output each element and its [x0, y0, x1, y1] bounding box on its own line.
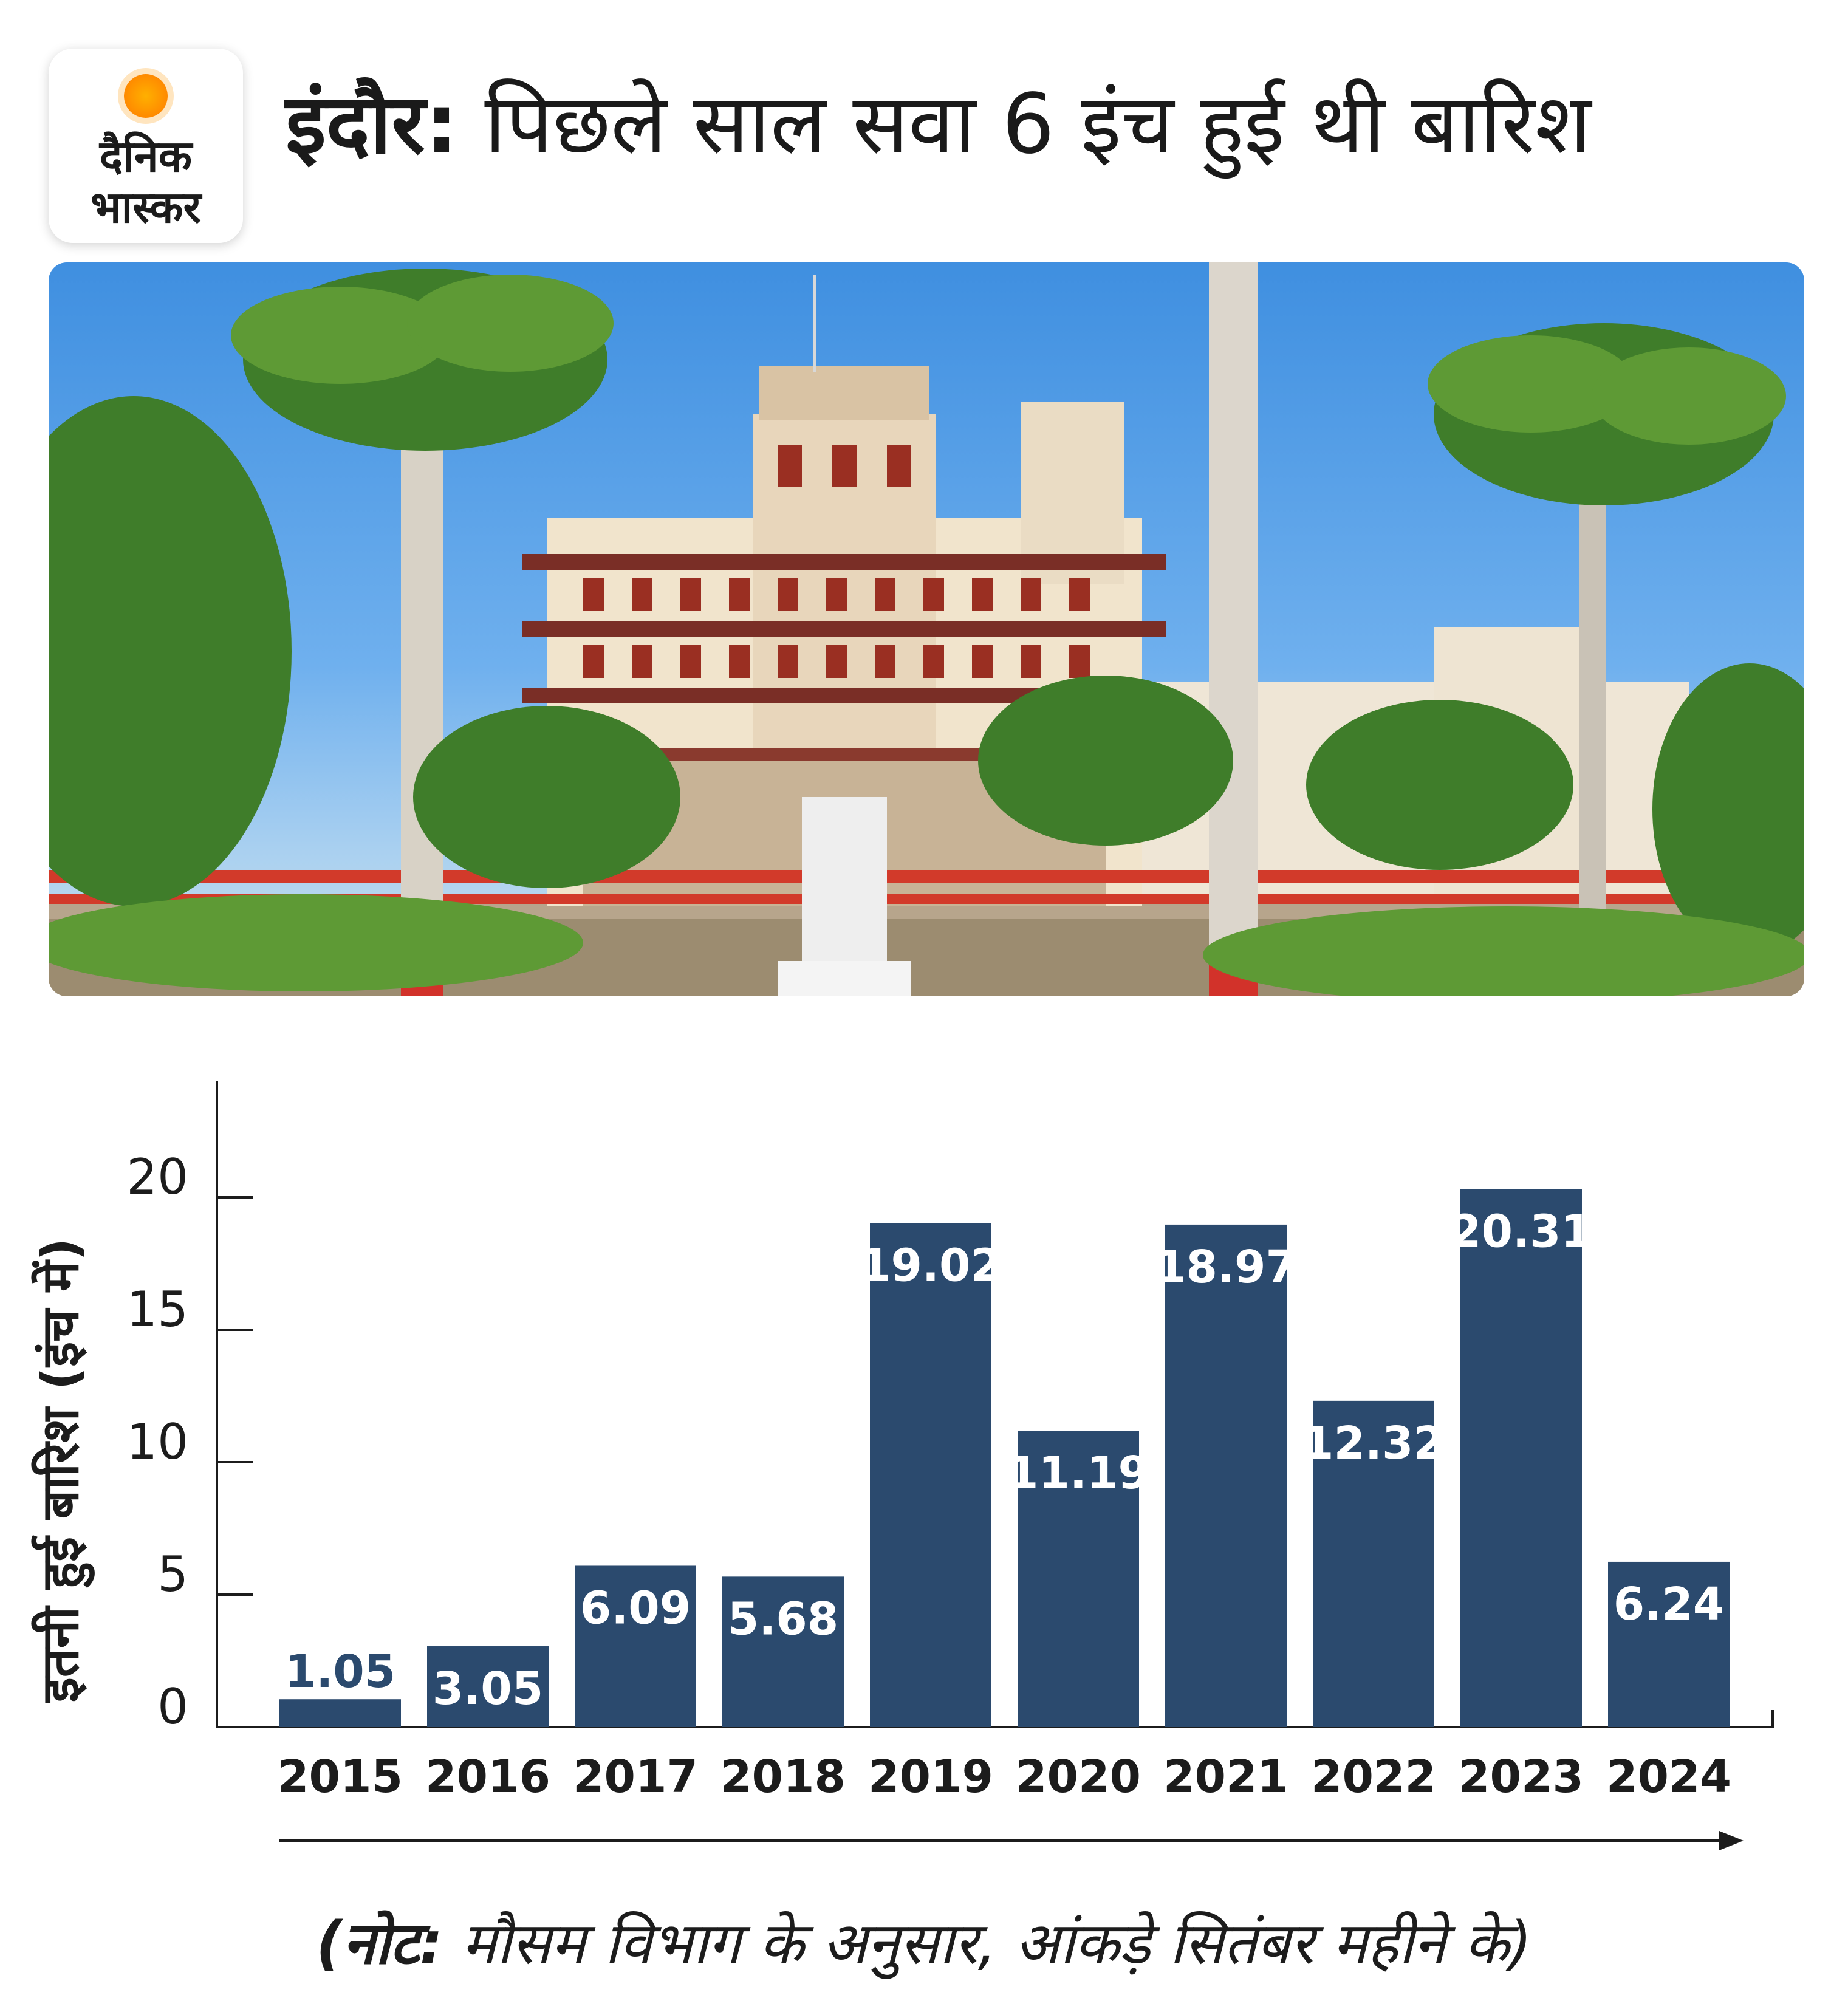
bar-value-label: 18.97	[1155, 1241, 1297, 1293]
bar-value-label: 3.05	[433, 1663, 544, 1715]
x-tick-label: 2019	[868, 1751, 993, 1803]
title-city: इंदौर:	[286, 77, 459, 173]
y-tick-label: 5	[157, 1546, 188, 1603]
bar-value-label: 11.19	[1007, 1447, 1149, 1499]
bar-2018	[722, 1576, 844, 1727]
y-tick-label: 20	[126, 1149, 188, 1205]
x-tick-label: 2023	[1459, 1751, 1584, 1803]
bar-value-label: 20.31	[1450, 1205, 1592, 1257]
bar-2022	[1313, 1400, 1434, 1727]
title-subtitle: पिछले साल सवा 6 इंच हुई थी बारिश	[484, 77, 1592, 173]
rainfall-bar-chart: 0 5 10 15 20 1.05 3.05 6.09 5.68 19.02 11.19 18.97…	[30, 1081, 1774, 1850]
bar-2016	[427, 1646, 549, 1727]
bar-value-label: 19.02	[860, 1240, 1002, 1292]
y-axis-title: इतनी हुई बारिश (इंच में)	[30, 1238, 95, 1704]
bar-2017	[575, 1565, 696, 1727]
x-tick-label: 2018	[720, 1751, 846, 1803]
timeline-arrow	[279, 1831, 1744, 1850]
x-tick-label: 2024	[1606, 1751, 1731, 1803]
x-tick-label: 2015	[278, 1751, 403, 1803]
y-tick-label: 15	[126, 1281, 188, 1338]
bar-2019	[870, 1223, 991, 1727]
bar-2020	[1018, 1431, 1139, 1727]
bar-value-label: 1.05	[285, 1646, 396, 1698]
x-tick-label: 2020	[1016, 1751, 1141, 1803]
bar-2024	[1608, 1561, 1730, 1727]
brand-name-line1: दैनिक	[99, 131, 193, 182]
bar-value-label: 6.24	[1614, 1578, 1725, 1630]
sun-icon	[124, 74, 168, 118]
y-tick-label: 0	[157, 1678, 188, 1735]
x-tick-label: 2017	[573, 1751, 698, 1803]
footnote-text: मौसम विभाग के अनुसार, आंकड़े सितंबर महीन…	[461, 1909, 1532, 1977]
rajwada-palace-photo	[49, 262, 1804, 996]
page-title: इंदौर: पिछले साल सवा 6 इंच हुई थी बारिश	[286, 73, 1829, 176]
x-tick-label: 2022	[1311, 1751, 1436, 1803]
y-tick-label: 10	[126, 1414, 188, 1470]
bar-value-label: 5.68	[728, 1593, 839, 1645]
bar-value-label: 6.09	[580, 1582, 691, 1634]
footnote-prefix: (नोट:	[316, 1909, 443, 1977]
brand-logo: दैनिक भास्कर	[49, 49, 243, 243]
x-tick-label: 2016	[425, 1751, 550, 1803]
palace-illustration	[49, 262, 1804, 996]
bar-2021	[1165, 1224, 1287, 1727]
bar-2015	[279, 1699, 401, 1727]
bar-value-label: 12.32	[1302, 1417, 1445, 1469]
footnote: (नोट: मौसम विभाग के अनुसार, आंकड़े सितंब…	[0, 1901, 1848, 1981]
brand-name-line2: भास्कर	[90, 182, 202, 233]
x-tick-label: 2021	[1163, 1751, 1288, 1803]
bar-2023	[1460, 1189, 1582, 1727]
